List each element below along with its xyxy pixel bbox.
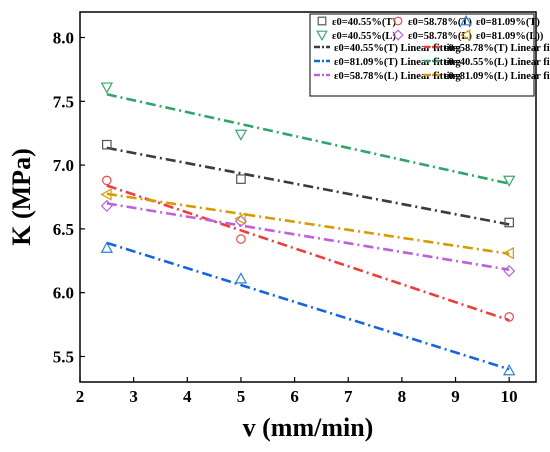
legend-fit-label: ε0=58.78%(T) Linear fitting — [444, 43, 550, 54]
axes: 2 3 4 5 6 7 8 9 10 5.5 6.0 6.5 7.0 7.5 8.0 — [53, 29, 518, 406]
legend-symbol — [316, 30, 328, 42]
legend-symbol — [459, 29, 471, 41]
data-markers — [100, 82, 516, 376]
data-point — [236, 174, 246, 184]
x-tick-label: 3 — [129, 387, 138, 406]
legend-fit-label: ε0=81.09%(L) Linear fitting — [444, 71, 550, 82]
data-point — [100, 241, 114, 253]
data-point — [102, 139, 112, 150]
y-tick-label: 7.5 — [53, 92, 74, 111]
legend-label: ε0=40.55%(L) — [332, 31, 396, 42]
fit-line — [106, 202, 510, 272]
y-tick-label: 8.0 — [53, 29, 74, 48]
legend-fit-label: ε0=40.55%(L) Linear fitting — [444, 57, 550, 68]
legend-symbol — [460, 14, 472, 26]
data-point — [502, 175, 516, 187]
x-tick-label: 6 — [290, 387, 299, 406]
data-point — [100, 199, 113, 212]
x-tick-label: 2 — [76, 387, 85, 406]
legend-fit-label: ε0=58.78%(L) Linear fitting — [334, 71, 461, 82]
x-axis-title: v (mm/min) — [243, 413, 374, 442]
legend-label: ε0=81.09%(T) — [476, 17, 540, 28]
fit-lines — [106, 93, 510, 371]
data-point — [236, 234, 246, 244]
x-tick-label: 7 — [344, 387, 353, 406]
legend-symbol — [392, 29, 404, 41]
y-tick-label: 5.5 — [53, 347, 74, 366]
data-point — [102, 175, 112, 186]
data-point — [100, 188, 112, 201]
legend-fit-label: ε0=40.55%(T) Linear fitting — [334, 43, 461, 54]
x-tick-label: 9 — [451, 387, 460, 406]
legend: ε0=40.55%(T) ε0=58.78%(T) ε0=81.09%(T) ε0=4… — [309, 13, 550, 97]
legend-label: ε0=40.55%(T) — [332, 17, 396, 28]
fit-line — [106, 93, 510, 185]
x-tick-label: 5 — [237, 387, 246, 406]
data-point — [504, 217, 514, 228]
data-point — [234, 272, 248, 284]
y-axis-title: K (MPa) — [7, 148, 36, 245]
legend-label: ε0=58.78%(L) — [408, 31, 472, 42]
fit-line — [106, 146, 510, 226]
legend-symbol — [317, 16, 327, 26]
y-tick-label: 6.0 — [53, 284, 74, 303]
data-point — [100, 82, 114, 94]
x-tick-label: 10 — [501, 387, 518, 406]
data-point — [503, 264, 516, 278]
data-point — [502, 364, 516, 376]
y-tick-label: 6.5 — [53, 220, 74, 239]
legend-symbol — [393, 16, 403, 26]
data-point — [502, 246, 514, 260]
legend-box — [309, 13, 535, 97]
data-point — [234, 129, 248, 141]
fit-line — [106, 192, 510, 256]
x-tick-label: 4 — [183, 387, 192, 406]
legend-label: ε0=58.78%(T) — [408, 17, 472, 28]
data-point — [234, 212, 246, 225]
x-tick-label: 8 — [398, 387, 407, 406]
legend-label: ε0=81.09%(L)) — [476, 31, 544, 42]
data-point — [504, 312, 514, 322]
legend-fit-label: ε0=81.09%(T) Linear fitting — [334, 57, 461, 68]
y-tick-label: 7.0 — [53, 156, 74, 175]
